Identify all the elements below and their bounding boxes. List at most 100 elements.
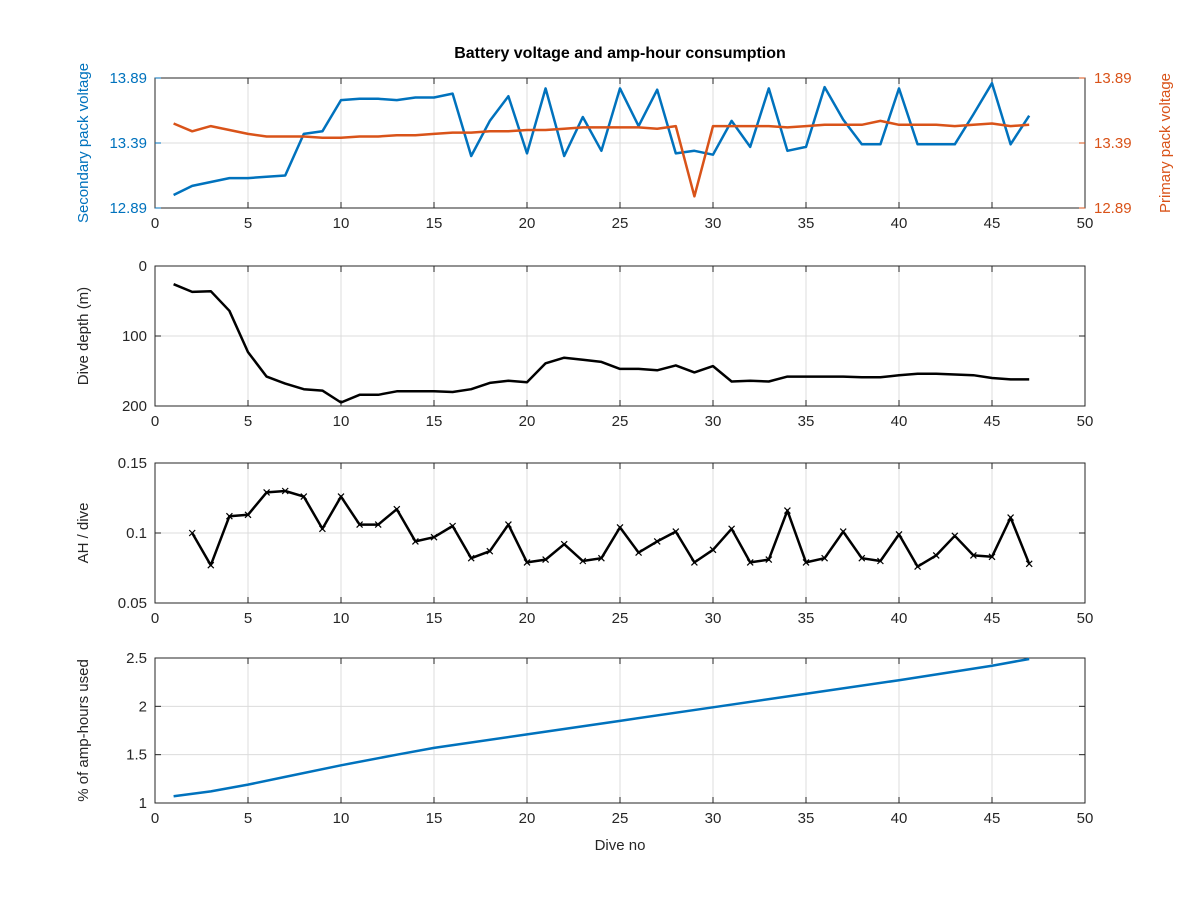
y-tick-label: 0 bbox=[139, 258, 147, 275]
grid bbox=[154, 265, 1086, 407]
data-point bbox=[467, 554, 475, 562]
data-point bbox=[523, 558, 531, 566]
x-tick-label: 25 bbox=[612, 413, 629, 430]
x-tick-label: 25 bbox=[612, 215, 629, 232]
x-tick-label: 0 bbox=[151, 810, 159, 827]
data-point bbox=[542, 556, 550, 564]
x-tick-label: 30 bbox=[705, 215, 722, 232]
data-point bbox=[579, 557, 587, 565]
x-tick-label: 10 bbox=[333, 810, 350, 827]
x-axis-label: Dive no bbox=[595, 837, 646, 854]
x-tick-label: 0 bbox=[151, 610, 159, 627]
data-point bbox=[1025, 560, 1033, 568]
x-tick-label: 20 bbox=[519, 810, 536, 827]
data-point bbox=[709, 546, 717, 554]
data-point bbox=[318, 525, 326, 533]
subplot-2: 0 5 10 15 20 25 30 35 40 45 50 0 100 200 Dive depth (m… bbox=[75, 258, 1093, 430]
x-tick-label: 35 bbox=[798, 413, 815, 430]
series-1 bbox=[173, 283, 1030, 404]
x-tick-label: 15 bbox=[426, 610, 443, 627]
data-point bbox=[411, 537, 419, 545]
y-tick-label: 1.5 bbox=[126, 747, 147, 764]
data-point bbox=[746, 558, 754, 566]
series-line bbox=[173, 657, 1030, 798]
x-tick-label: 10 bbox=[333, 215, 350, 232]
subplot-3: 0 5 10 15 20 25 30 35 40 45 50 0.05 0.1 0.15 AH / dive bbox=[75, 455, 1093, 627]
y-tick-label: 2.5 bbox=[126, 650, 147, 667]
data-point bbox=[783, 507, 791, 515]
y-tick-label: 200 bbox=[122, 398, 147, 415]
data-point bbox=[821, 554, 829, 562]
grid bbox=[154, 657, 1086, 804]
y-right-axis-label: Primary pack voltage bbox=[1157, 73, 1174, 213]
x-tick-label: 50 bbox=[1077, 215, 1094, 232]
y-right-tick-label: 13.89 bbox=[1094, 70, 1132, 87]
data-point bbox=[374, 521, 382, 529]
y-tick-label: 13.39 bbox=[109, 135, 147, 152]
chart-title: Battery voltage and amp-hour consumption bbox=[454, 45, 786, 62]
series-2 bbox=[173, 119, 1030, 198]
x-tick-label: 10 bbox=[333, 610, 350, 627]
y-tick-label: 0.1 bbox=[126, 525, 147, 542]
data-point bbox=[802, 558, 810, 566]
data-point bbox=[969, 551, 977, 559]
data-point bbox=[765, 556, 773, 564]
data-point bbox=[430, 533, 438, 541]
x-tick-label: 50 bbox=[1077, 610, 1094, 627]
y-axis-label: Dive depth (m) bbox=[75, 287, 92, 385]
y-tick-label: 1 bbox=[139, 795, 147, 812]
series-line bbox=[173, 119, 1030, 198]
x-tick-label: 0 bbox=[151, 215, 159, 232]
data-point bbox=[188, 529, 196, 537]
subplot-1: 0 5 10 15 20 25 30 35 40 45 5012.8913.3913.8912.89… bbox=[75, 45, 1174, 232]
data-point bbox=[281, 487, 289, 495]
data-point bbox=[1007, 514, 1015, 522]
x-tick-label: 30 bbox=[705, 413, 722, 430]
y-axis-label: Secondary pack voltage bbox=[75, 63, 92, 223]
x-tick-label: 5 bbox=[244, 413, 252, 430]
data-point bbox=[207, 561, 215, 569]
series-1 bbox=[188, 487, 1033, 571]
data-point bbox=[225, 512, 233, 520]
data-point bbox=[560, 540, 568, 548]
x-tick-label: 40 bbox=[891, 413, 908, 430]
data-point bbox=[653, 537, 661, 545]
data-point bbox=[914, 563, 922, 571]
data-point bbox=[337, 493, 345, 501]
y-tick-label: 100 bbox=[122, 328, 147, 345]
y-tick-label: 0.05 bbox=[118, 595, 147, 612]
series-line bbox=[173, 81, 1031, 197]
x-tick-label: 10 bbox=[333, 413, 350, 430]
series-line bbox=[173, 283, 1030, 404]
x-tick-label: 30 bbox=[705, 610, 722, 627]
data-point bbox=[932, 551, 940, 559]
x-tick-label: 5 bbox=[244, 215, 252, 232]
series-1 bbox=[173, 657, 1030, 798]
x-tick-label: 45 bbox=[984, 413, 1001, 430]
data-point bbox=[504, 521, 512, 529]
x-tick-label: 45 bbox=[984, 215, 1001, 232]
grid bbox=[154, 77, 1086, 209]
data-point bbox=[988, 553, 996, 561]
data-point bbox=[876, 557, 884, 565]
x-tick-label: 50 bbox=[1077, 413, 1094, 430]
y-axis-label: % of amp-hours used bbox=[75, 659, 92, 802]
x-tick-label: 45 bbox=[984, 610, 1001, 627]
x-tick-label: 35 bbox=[798, 610, 815, 627]
data-point bbox=[690, 558, 698, 566]
x-tick-label: 5 bbox=[244, 810, 252, 827]
data-point bbox=[300, 493, 308, 501]
y-right-tick-label: 13.39 bbox=[1094, 135, 1132, 152]
x-tick-label: 15 bbox=[426, 413, 443, 430]
x-tick-label: 25 bbox=[612, 610, 629, 627]
x-tick-label: 20 bbox=[519, 610, 536, 627]
data-point bbox=[263, 488, 271, 496]
x-tick-label: 40 bbox=[891, 610, 908, 627]
data-point bbox=[839, 528, 847, 536]
y-tick-label: 0.15 bbox=[118, 455, 147, 472]
x-tick-label: 30 bbox=[705, 810, 722, 827]
x-tick-label: 35 bbox=[798, 215, 815, 232]
data-point bbox=[356, 521, 364, 529]
x-tick-label: 20 bbox=[519, 413, 536, 430]
